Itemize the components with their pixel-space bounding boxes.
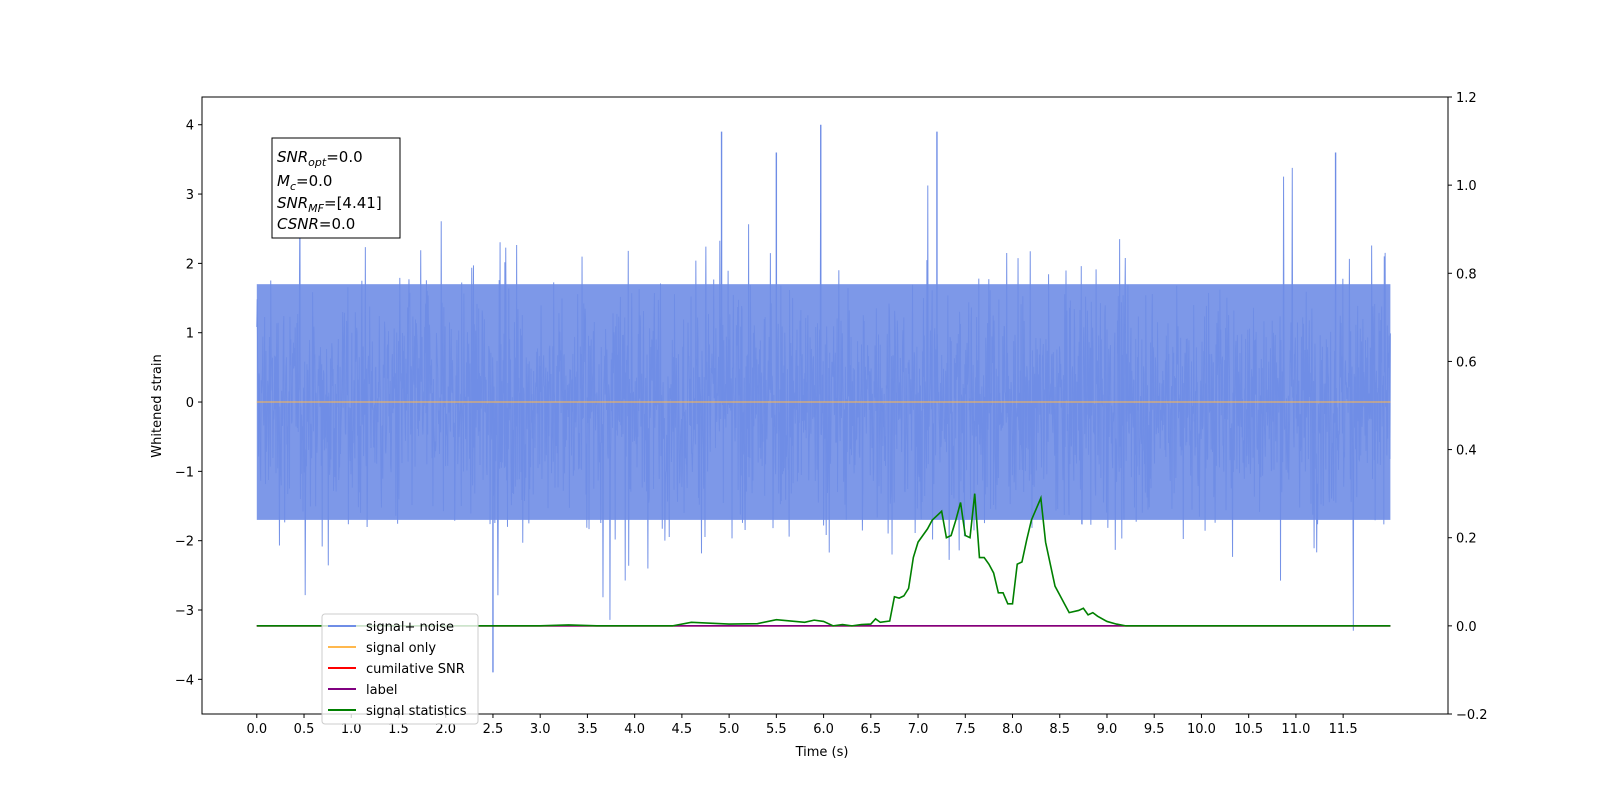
y2-tick-label: 0.8 [1456, 267, 1477, 282]
x-axis-label: Time (s) [795, 745, 849, 760]
x-tick-label: 9.5 [1144, 722, 1165, 737]
y-tick-label: 0 [186, 396, 194, 411]
legend-box [321, 613, 479, 725]
legend-label: cumilative SNR [366, 662, 465, 677]
x-tick-label: 8.0 [1002, 722, 1023, 737]
annotation-snr-opt: SNRopt=0.0 [277, 148, 363, 169]
x-tick-label: 11.0 [1281, 722, 1310, 737]
x-axis-ticks: 0.0 0.5 1.0 1.5 2.0 2.5 3.0 3.5 4.0 4.5 5.0 5.5 6.0 6… [246, 714, 1358, 737]
x-tick-label: 4.0 [624, 722, 645, 737]
x-tick-label: 0.0 [246, 722, 267, 737]
x-tick-label: 0.5 [294, 722, 315, 737]
x-tick-label: 10.5 [1234, 722, 1263, 737]
series-line-signal-statistics [256, 493, 1391, 627]
y-tick-label: −4 [175, 673, 194, 688]
y-tick-label: −1 [175, 465, 194, 480]
x-tick-label: 2.5 [483, 722, 504, 737]
x-tick-label: 6.0 [813, 722, 834, 737]
legend-label: signal only [366, 641, 436, 656]
y2-tick-label: 0.6 [1456, 355, 1477, 370]
signal-noise-series [256, 124, 1391, 673]
annotation-snr-mf: SNRMF=[4.41] [277, 194, 382, 215]
x-tick-label: 7.5 [955, 722, 976, 737]
x-tick-label: 9.0 [1097, 722, 1118, 737]
y-tick-label: 4 [186, 119, 194, 134]
annotation-mc: Mc=0.0 [277, 172, 332, 193]
x-tick-label: 2.0 [435, 722, 456, 737]
y2-tick-label: 0.4 [1456, 444, 1477, 459]
y2-axis-ticks: 1.2 1.0 0.8 0.6 0.4 0.2 0.0 −0.2 [1448, 91, 1488, 723]
y2-tick-label: 0.0 [1456, 620, 1477, 635]
y2-tick-label: 0.2 [1456, 532, 1477, 547]
x-tick-label: 5.5 [766, 722, 787, 737]
legend-label: label [366, 683, 397, 698]
y-tick-label: 3 [186, 188, 194, 203]
y2-tick-label: −0.2 [1456, 708, 1488, 723]
x-tick-label: 1.5 [388, 722, 409, 737]
legend-label: signal statistics [366, 704, 467, 719]
y-tick-label: −3 [175, 604, 194, 619]
x-tick-label: 1.0 [341, 722, 362, 737]
y2-tick-label: 1.0 [1456, 179, 1477, 194]
y-axis-ticks: 4 3 2 1 0 −1 −2 −3 −4 [175, 119, 202, 688]
x-tick-label: 6.5 [860, 722, 881, 737]
annotation-csnr: CSNR=0.0 [277, 215, 355, 233]
y-tick-label: −2 [175, 535, 194, 550]
legend: signal+ noise signal only cumilative SNR la… [321, 613, 479, 725]
x-tick-label: 10.0 [1187, 722, 1216, 737]
x-tick-label: 11.5 [1329, 722, 1358, 737]
y2-tick-label: 1.2 [1456, 91, 1477, 106]
annotation-box: SNRopt=0.0 Mc=0.0 SNRMF=[4.41] CSNR=0.0 [271, 137, 401, 239]
plot-frame [201, 96, 1449, 715]
x-tick-label: 3.5 [577, 722, 598, 737]
y-tick-label: 1 [186, 327, 194, 342]
x-tick-label: 4.5 [672, 722, 693, 737]
x-tick-label: 3.0 [530, 722, 551, 737]
x-tick-label: 7.0 [908, 722, 929, 737]
y-axis-label: Whitened strain [150, 354, 165, 457]
legend-label: signal+ noise [366, 620, 454, 635]
y-tick-label: 2 [186, 257, 194, 272]
x-tick-label: 5.0 [719, 722, 740, 737]
x-tick-label: 8.5 [1049, 722, 1070, 737]
